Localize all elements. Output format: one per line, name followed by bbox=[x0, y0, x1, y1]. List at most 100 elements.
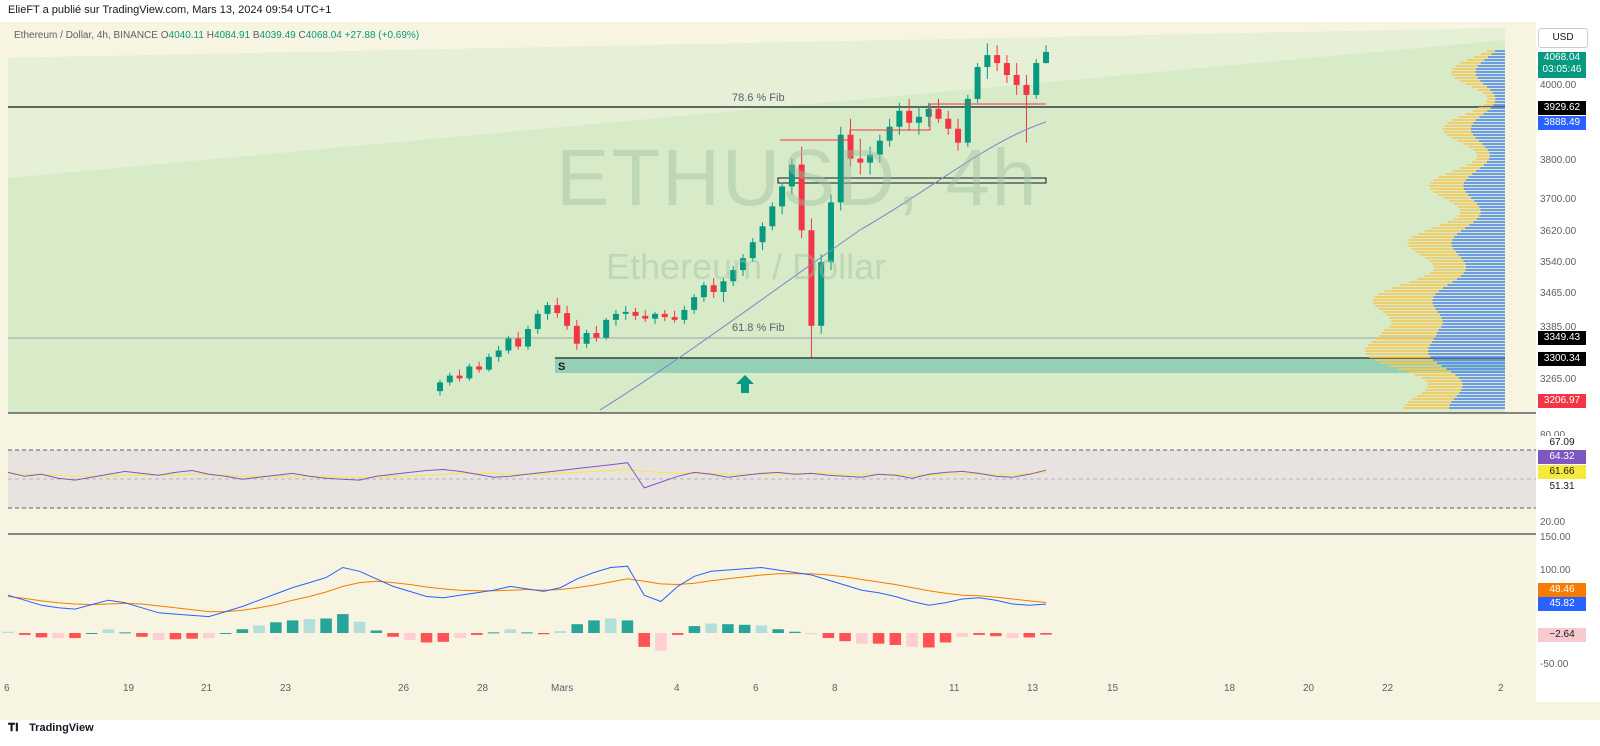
volume-profile-bar bbox=[1411, 248, 1454, 250]
time-tick: 15 bbox=[1107, 683, 1119, 694]
volume-profile-bar bbox=[1417, 233, 1458, 235]
time-tick: 4 bbox=[674, 683, 680, 694]
volume-profile-bar bbox=[1486, 86, 1505, 88]
candle-body bbox=[906, 110, 913, 123]
volume-profile-bar bbox=[1455, 374, 1505, 376]
time-tick: 6 bbox=[753, 683, 759, 694]
volume-profile-bar bbox=[1425, 389, 1462, 391]
volume-profile-bar bbox=[1452, 68, 1477, 70]
macd-tick: 150.00 bbox=[1540, 532, 1571, 543]
volume-profile-bar bbox=[1427, 350, 1505, 352]
volume-profile-bar bbox=[1446, 368, 1505, 370]
rsi-tick: 20.00 bbox=[1540, 517, 1566, 528]
volume-profile-bar bbox=[1460, 230, 1505, 232]
volume-profile-bar bbox=[1469, 224, 1505, 226]
current-price-value: 4068.04 bbox=[1543, 52, 1581, 63]
candlestick-series[interactable] bbox=[437, 43, 1049, 396]
volume-profile-bar bbox=[1482, 143, 1505, 145]
volume-profile-bar bbox=[1408, 245, 1452, 247]
volume-profile-bar bbox=[1384, 290, 1439, 292]
volume-profile-bar bbox=[1491, 53, 1505, 55]
price-tick: 3540.00 bbox=[1540, 257, 1577, 268]
vwap-line bbox=[780, 103, 1046, 141]
consolidation-box[interactable] bbox=[777, 177, 1047, 184]
macd-histogram-bar bbox=[671, 633, 684, 635]
macd-histogram-bar bbox=[1023, 633, 1036, 638]
volume-profile-bar bbox=[1438, 290, 1505, 292]
support-zone[interactable] bbox=[555, 359, 1505, 373]
volume-profile-bar bbox=[1371, 341, 1432, 343]
volume-profile-bar bbox=[1483, 113, 1505, 115]
current-price-label: 4068.04 03:05:46 bbox=[1538, 52, 1586, 78]
volume-profile-bar bbox=[1458, 254, 1505, 256]
macd-histogram-bar bbox=[420, 633, 433, 643]
volume-profile-bar bbox=[1374, 296, 1434, 298]
volume-profile-bar bbox=[1433, 305, 1505, 307]
legend-open: 4040.11 bbox=[168, 30, 204, 41]
volume-profile-bar bbox=[1492, 92, 1505, 94]
volume-profile-bar bbox=[1465, 179, 1505, 181]
candle-body bbox=[554, 305, 561, 314]
candle-body bbox=[476, 366, 483, 370]
candle-body bbox=[769, 206, 776, 227]
volume-profile-bar bbox=[1381, 332, 1438, 334]
volume-profile-bar bbox=[1368, 344, 1430, 346]
legend-change: +27.88 (+0.69%) bbox=[344, 30, 420, 41]
volume-profile-bar bbox=[1417, 278, 1457, 280]
volume-profile-bar bbox=[1475, 71, 1505, 73]
volume-profile-bar bbox=[1447, 221, 1474, 223]
volume-profile-bar bbox=[1441, 365, 1505, 367]
time-tick: 28 bbox=[477, 683, 489, 694]
volume-profile-bar bbox=[1384, 329, 1439, 331]
price-tick: 3700.00 bbox=[1540, 194, 1577, 205]
volume-profile-bar bbox=[1478, 107, 1491, 109]
volume-profile-bar bbox=[1432, 302, 1505, 304]
volume-profile-bar bbox=[1457, 206, 1480, 208]
volume-profile-bar bbox=[1372, 299, 1433, 301]
publisher-header: ElieFT a publié sur TradingView.com, Mar… bbox=[8, 4, 332, 16]
volume-profile-bar bbox=[1389, 317, 1442, 319]
macd-histogram-bar bbox=[973, 633, 985, 635]
volume-profile-bar bbox=[1460, 209, 1481, 211]
volume-profile-bar bbox=[1440, 224, 1470, 226]
candle-body bbox=[886, 126, 893, 141]
volume-profile-bar bbox=[1477, 155, 1490, 157]
macd-histogram-bar bbox=[186, 633, 198, 639]
candle-body bbox=[837, 134, 844, 203]
time-tick: 23 bbox=[280, 683, 292, 694]
candle-body bbox=[945, 118, 952, 129]
candle-body bbox=[808, 230, 815, 326]
macd-tick: 100.00 bbox=[1540, 565, 1571, 576]
volume-profile-bar bbox=[1480, 80, 1505, 82]
volume-profile-bar bbox=[1473, 122, 1505, 124]
volume-profile-bar bbox=[1480, 209, 1505, 211]
volume-profile-bar bbox=[1365, 353, 1429, 355]
volume-profile-bar bbox=[1483, 83, 1505, 85]
volume-profile-bar bbox=[1479, 215, 1505, 217]
legend-high: 4084.91 bbox=[213, 30, 251, 41]
candle-body bbox=[622, 311, 629, 314]
candle-body bbox=[847, 134, 854, 159]
macd-histogram-bar bbox=[571, 624, 583, 633]
volume-profile-bar bbox=[1437, 311, 1505, 313]
candle-body bbox=[534, 313, 541, 330]
macd-value-label: 45.82 bbox=[1538, 597, 1586, 611]
macd-histogram-bar bbox=[755, 625, 768, 633]
legend-low-label: B bbox=[252, 30, 260, 41]
volume-profile-bar bbox=[1424, 230, 1461, 232]
macd-histogram-bar bbox=[203, 633, 215, 639]
candle-body bbox=[505, 338, 512, 351]
volume-profile-bar bbox=[1375, 305, 1434, 307]
volume-profile-bar bbox=[1463, 188, 1505, 190]
candle-body bbox=[446, 375, 453, 383]
macd-histogram-bar bbox=[856, 633, 868, 644]
volume-profile-bar bbox=[1458, 377, 1505, 379]
trend-channel-upper bbox=[8, 28, 1505, 178]
volume-profile-bar bbox=[1495, 98, 1505, 100]
time-tick: 21 bbox=[201, 683, 213, 694]
currency-button[interactable]: USD bbox=[1538, 28, 1588, 48]
time-tick: Mars bbox=[551, 683, 574, 694]
volume-profile-bar bbox=[1477, 77, 1505, 79]
volume-profile-bar bbox=[1452, 239, 1505, 241]
